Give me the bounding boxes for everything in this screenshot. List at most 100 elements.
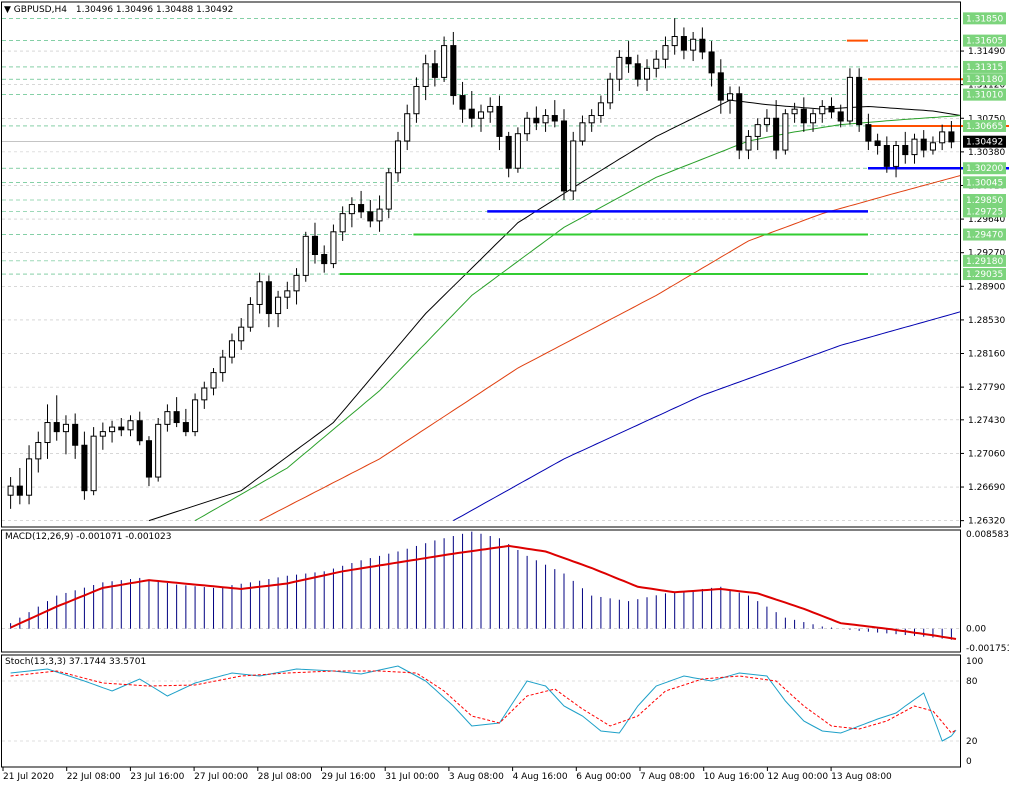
macd-axis-label: 0.008583: [966, 530, 1009, 540]
time-tick-label: 22 Jul 08:00: [67, 772, 121, 782]
level-label: 1.29180: [966, 257, 1003, 267]
candle-bull: [330, 231, 337, 265]
time-tick-label: 7 Aug 08:00: [640, 772, 695, 782]
candle-bull: [810, 113, 817, 124]
candle-bull: [35, 442, 42, 460]
price-tick-label: 1.31490: [968, 47, 1005, 57]
level-label: 1.31010: [966, 91, 1003, 101]
symbol-label: GBPUSD,H4: [13, 5, 67, 15]
candle-bull: [284, 290, 291, 298]
macd-axis-label: -0.001751: [966, 644, 1009, 654]
candle-bear: [856, 76, 863, 126]
price-tick-label: 1.26320: [968, 517, 1005, 527]
candle-bull: [127, 420, 134, 431]
candle-bull: [385, 172, 392, 210]
candle-bull: [514, 133, 521, 169]
level-label-bg: [963, 228, 1006, 241]
current-price-bg: [963, 135, 1006, 148]
candle-bear: [182, 422, 189, 433]
candle-bull: [404, 113, 411, 142]
candle-bull: [109, 426, 116, 433]
candle-bear: [800, 108, 807, 124]
time-tick-label: 12 Aug 00:00: [767, 772, 828, 782]
candle-bull: [339, 213, 346, 233]
stoch-axis-label: 0: [966, 757, 972, 767]
candle-bear: [865, 124, 872, 142]
candle-bear: [459, 95, 466, 110]
candle-bull: [62, 423, 69, 433]
candle-bull: [201, 387, 208, 401]
candle-bull: [348, 204, 355, 215]
stoch-axis-label: 80: [966, 677, 978, 687]
candle-bear: [505, 135, 512, 169]
candle-bull: [26, 458, 33, 496]
level-label: 1.31315: [966, 63, 1003, 73]
macd-signal-line: [10, 544, 957, 640]
candle-bear: [920, 138, 927, 151]
symbol-header: ▼ GBPUSD,H4 1.30496 1.30496 1.30488 1.30…: [4, 5, 233, 15]
ohlc-label: 1.30496 1.30496 1.30488 1.30492: [75, 5, 234, 15]
candle-bull: [256, 281, 263, 305]
candle-bull: [219, 356, 226, 374]
candle-bull: [662, 45, 669, 60]
candle-bull: [929, 142, 936, 151]
moving-average-blue: [453, 311, 961, 522]
candle-bear: [72, 423, 79, 446]
price-tick-label: 1.28530: [968, 316, 1005, 326]
candle-bull: [164, 411, 171, 425]
level-label-bg: [963, 73, 1006, 86]
moving-average-orange: [259, 175, 961, 522]
time-axis: 21 Jul 2020 22 Jul 08:00 23 Jul 16:00 27 Ju…: [2, 767, 892, 782]
candle-bear: [265, 281, 272, 315]
candle-bear: [634, 63, 641, 80]
time-tick-label: 6 Aug 00:00: [576, 772, 631, 782]
collapse-arrow-icon[interactable]: ▼: [4, 5, 11, 15]
level-label: 1.30665: [966, 122, 1003, 132]
level-label: 1.30045: [966, 178, 1003, 188]
stoch-signal-line: [10, 670, 957, 734]
candle-bear: [358, 204, 365, 213]
candle-bull: [754, 124, 761, 137]
candle-bull: [7, 485, 14, 496]
candle-bear: [717, 72, 724, 101]
candle-bull: [99, 431, 106, 437]
price-tick-label: 1.27430: [968, 416, 1005, 426]
macd-label: MACD(12,26,9) -0.001071 -0.001023: [5, 532, 172, 542]
candle-bear: [496, 105, 503, 137]
level-label-bg: [963, 12, 1006, 25]
candle-bear: [560, 120, 568, 192]
candle-bull: [726, 93, 734, 101]
candle-bull: [579, 122, 586, 142]
moving-average-black: [148, 99, 961, 522]
candle-bull: [643, 67, 651, 80]
candles: [7, 18, 955, 509]
candle-bull: [192, 399, 199, 433]
time-tick-label: 3 Aug 08:00: [449, 772, 504, 782]
moving-averages: [148, 99, 961, 522]
price-tick-label: 1.30380: [968, 148, 1005, 158]
price-tick-label: 1.28900: [968, 282, 1005, 292]
pane-borders: [1, 1, 961, 768]
candle-bull: [846, 76, 853, 122]
candle-bull: [275, 296, 282, 315]
candle-bull: [524, 117, 531, 135]
candle-bull: [228, 340, 236, 358]
candle-bull: [413, 85, 420, 115]
candle-bull: [791, 108, 798, 115]
stoch-main-line: [10, 665, 957, 742]
candle-bear: [16, 485, 23, 496]
price-tick-label: 1.27060: [968, 449, 1005, 459]
time-tick-label: 28 Jul 08:00: [258, 772, 312, 782]
candle-bull: [293, 274, 300, 292]
horizontal-levels: [339, 39, 1009, 276]
level-label: 1.29850: [966, 196, 1003, 206]
price-axis: 1.314901.311201.307501.303801.300101.296…: [960, 12, 1006, 527]
moving-average-green: [194, 115, 961, 522]
level-label: 1.31850: [966, 14, 1003, 24]
candle-bull: [745, 135, 752, 151]
level-label-bg: [963, 88, 1006, 101]
level-label: 1.31180: [966, 75, 1003, 85]
time-tick-label: 13 Aug 08:00: [831, 772, 892, 782]
candle-bear: [902, 145, 909, 156]
candle-bear: [431, 63, 438, 78]
